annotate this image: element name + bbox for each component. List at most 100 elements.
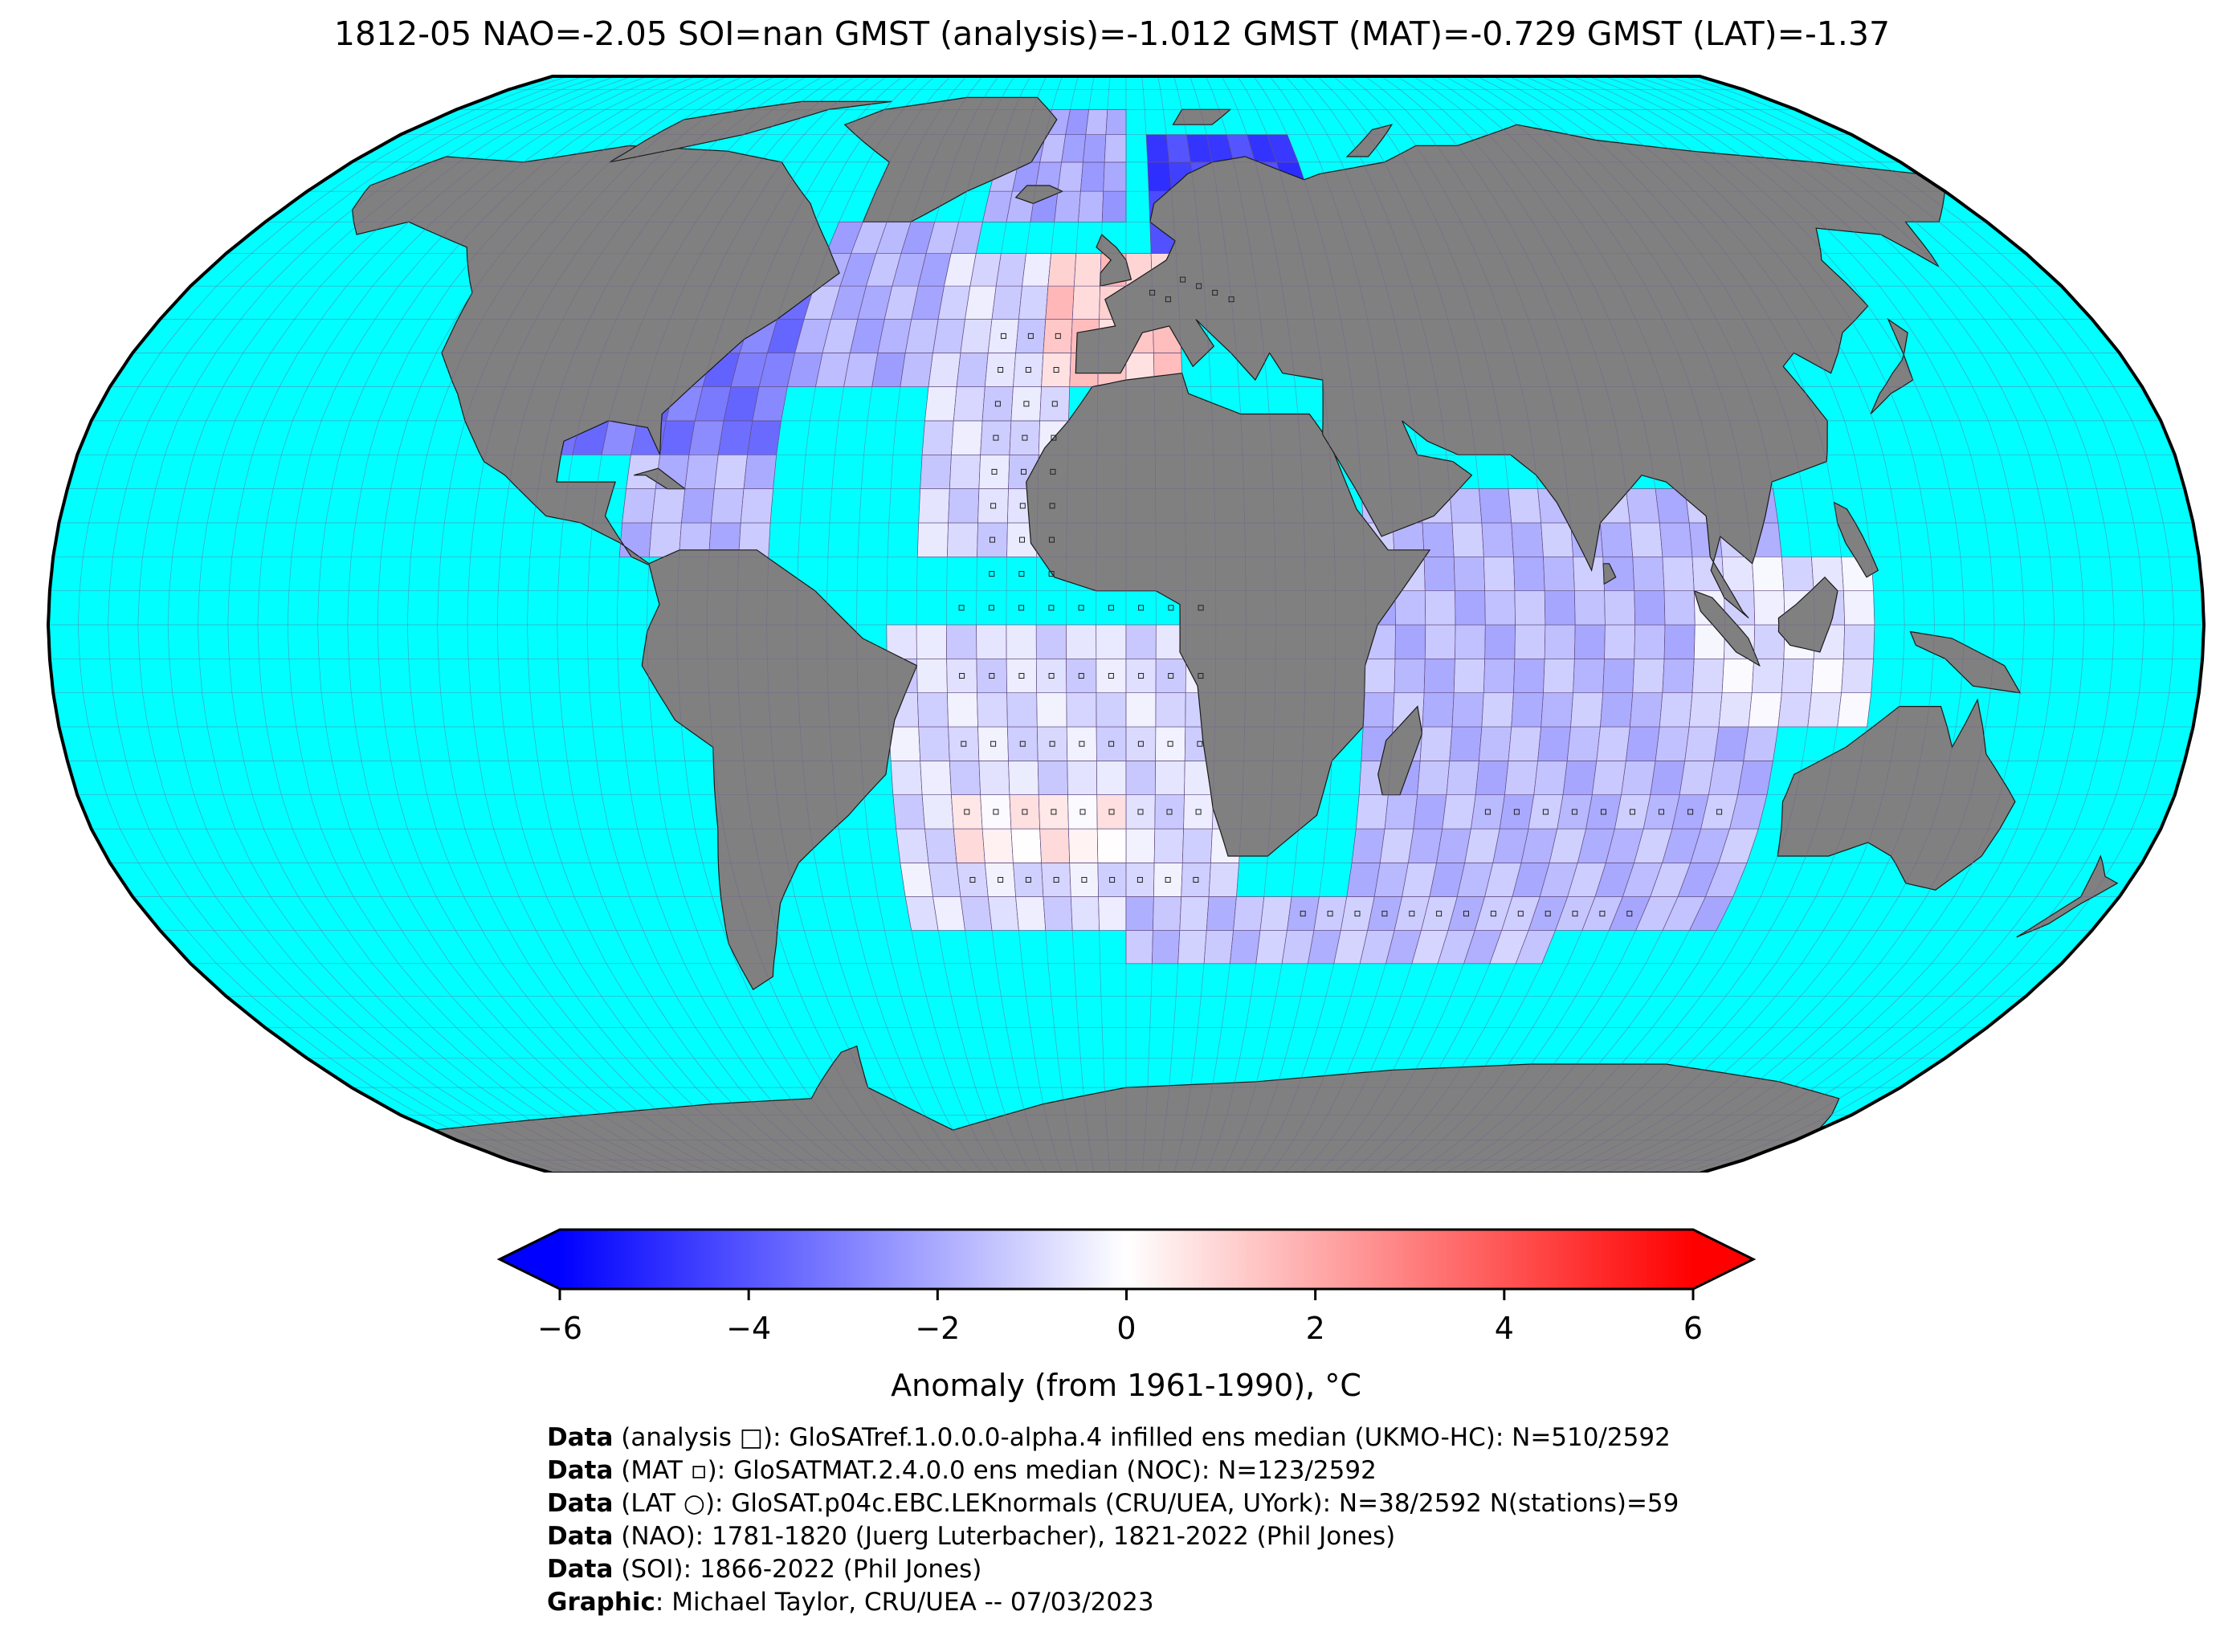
land-new-guinea (1909, 630, 2022, 694)
station-marker (1138, 605, 1145, 611)
land-iceland (1014, 185, 1064, 205)
credit-label: Graphic (547, 1588, 655, 1617)
station-marker (1048, 605, 1055, 611)
station-marker (1545, 911, 1551, 917)
station-marker (1716, 809, 1723, 815)
colorbar-tick-label: −6 (537, 1311, 582, 1346)
land-sumatra (1693, 589, 1761, 667)
station-marker (961, 740, 967, 747)
colorbar-tick-label: 2 (1306, 1311, 1325, 1346)
station-markers (958, 276, 1723, 917)
station-marker (1081, 877, 1088, 883)
station-marker (1108, 809, 1115, 815)
land-novaya-zemlya (1345, 124, 1394, 157)
station-marker (990, 740, 997, 747)
station-marker (991, 468, 998, 475)
station-marker (1381, 911, 1388, 917)
credit-label: Data (547, 1489, 614, 1518)
credit-line: Data (LAT ○): GloSAT.p04c.EBC.LEKnormals… (547, 1487, 1679, 1520)
station-marker (1166, 809, 1173, 815)
colorbar-min-extend (500, 1230, 560, 1289)
station-marker (958, 605, 965, 611)
station-marker (1659, 809, 1664, 815)
station-marker (1018, 673, 1025, 679)
station-marker (1198, 673, 1204, 679)
station-marker (1079, 809, 1086, 815)
station-marker (1165, 877, 1171, 883)
station-marker (1051, 401, 1058, 407)
station-marker (1571, 809, 1577, 815)
station-marker (1025, 367, 1031, 373)
credit-text: (SOI): 1866-2022 (Phil Jones) (613, 1555, 982, 1584)
credit-line: Graphic: Michael Taylor, CRU/UEA -- 07/0… (547, 1586, 1679, 1619)
station-marker (1195, 809, 1202, 815)
station-marker (1048, 571, 1055, 577)
credit-line: Data (SOI): 1866-2022 (Phil Jones) (547, 1553, 1679, 1586)
credit-text: (MAT ▫): GloSATMAT.2.4.0.0 ens median (N… (613, 1456, 1377, 1485)
station-marker (1484, 809, 1491, 815)
station-marker (1108, 605, 1114, 611)
station-marker (1212, 289, 1218, 296)
station-marker (1049, 503, 1055, 509)
map-border (46, 75, 2206, 1173)
land-borneo (1777, 576, 1838, 653)
station-marker (1025, 877, 1031, 883)
station-marker (1078, 673, 1084, 679)
colorbar-tick-label: 0 (1116, 1311, 1136, 1346)
station-marker (1572, 911, 1578, 917)
station-marker (1630, 809, 1635, 815)
station-marker (1168, 605, 1174, 611)
station-marker (964, 809, 970, 815)
credit-label: Data (547, 1423, 614, 1452)
station-marker (1051, 434, 1057, 441)
station-marker (1626, 911, 1633, 917)
station-marker (1193, 877, 1199, 883)
credit-label: Data (547, 1456, 614, 1485)
credit-line: Data (NAO): 1781-1820 (Juerg Luterbacher… (547, 1520, 1679, 1553)
station-marker (1137, 740, 1144, 747)
station-marker (1019, 536, 1025, 543)
station-marker (1022, 434, 1028, 441)
land-new-zealand (2016, 855, 2119, 938)
station-marker (1018, 571, 1025, 577)
station-marker (1180, 276, 1186, 283)
station-marker (1108, 673, 1114, 679)
station-marker (989, 673, 995, 679)
station-marker (990, 536, 995, 543)
station-marker (1051, 809, 1057, 815)
station-marker (959, 673, 965, 679)
credit-label: Data (547, 1555, 614, 1584)
station-marker (1490, 911, 1496, 917)
station-marker (1019, 503, 1026, 509)
station-marker (969, 877, 976, 883)
station-marker (1018, 605, 1025, 611)
station-marker (998, 877, 1004, 883)
station-marker (1300, 911, 1306, 917)
colorbar-gradient (560, 1230, 1693, 1289)
credit-text: (analysis □): GloSATref.1.0.0.0-alpha.4 … (613, 1423, 1671, 1452)
station-marker (1513, 809, 1520, 815)
station-marker (989, 571, 995, 577)
station-marker (1049, 536, 1055, 543)
colorbar-tick-label: 6 (1683, 1311, 1703, 1346)
colorbar-max-extend (1693, 1230, 1753, 1289)
station-marker (1021, 468, 1026, 475)
station-marker (1050, 468, 1056, 475)
map-title: 1812-05 NAO=-2.05 SOI=nan GMST (analysis… (333, 14, 1891, 53)
station-marker (1165, 296, 1171, 303)
station-marker (1409, 911, 1415, 917)
credit-line: Data (analysis □): GloSATref.1.0.0.0-alp… (547, 1422, 1679, 1454)
station-marker (1167, 740, 1173, 747)
station-marker (998, 367, 1004, 373)
station-marker (1599, 911, 1606, 917)
colorbar-tick-label: −4 (726, 1311, 771, 1346)
colorbar-tick-label: −2 (915, 1311, 960, 1346)
station-marker (1517, 911, 1524, 917)
station-marker (1354, 911, 1361, 917)
station-marker (1001, 332, 1006, 339)
credit-label: Data (547, 1522, 614, 1551)
land-masses (352, 96, 2119, 1173)
station-marker (1053, 877, 1059, 883)
station-marker (1138, 673, 1145, 679)
station-marker (1109, 877, 1116, 883)
